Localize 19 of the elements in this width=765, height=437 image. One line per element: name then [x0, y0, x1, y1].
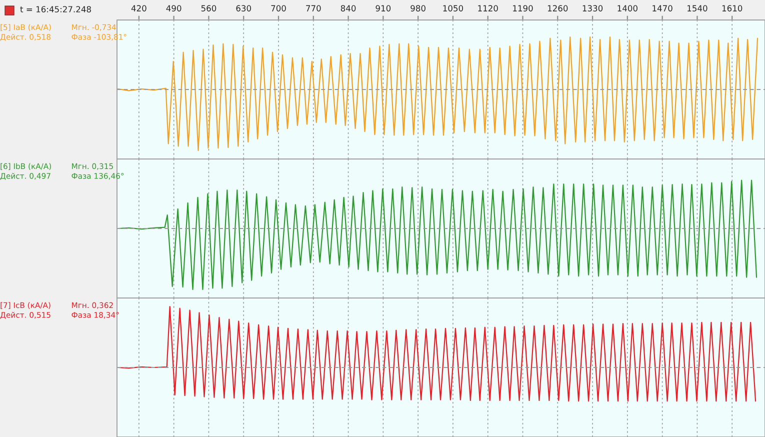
chart-title: t = 16:45:27.248 — [20, 6, 91, 12]
x-tick-label: 770 — [306, 5, 321, 12]
x-tick-label: 910 — [376, 5, 391, 12]
x-tick-label: 840 — [340, 5, 356, 12]
x-tick-label: 630 — [236, 5, 252, 12]
x-tick-label: 1190 — [513, 5, 533, 12]
x-tick-label: 1120 — [478, 5, 498, 12]
x-tick-label: 980 — [410, 5, 426, 12]
x-tick-label: 420 — [131, 5, 146, 12]
x-tick-label: 700 — [271, 5, 286, 12]
x-tick-label: 1400 — [618, 5, 638, 12]
x-tick-label: 490 — [166, 5, 182, 12]
x-tick-label: 1610 — [722, 5, 742, 12]
x-tick-label: 1260 — [548, 5, 568, 12]
x-tick-label: 1470 — [652, 5, 672, 12]
x-tick-label: 1050 — [443, 5, 464, 12]
x-tick-label: 560 — [201, 5, 216, 12]
x-tick-label: 1330 — [582, 5, 603, 12]
x-tick-label: 1540 — [688, 5, 708, 12]
